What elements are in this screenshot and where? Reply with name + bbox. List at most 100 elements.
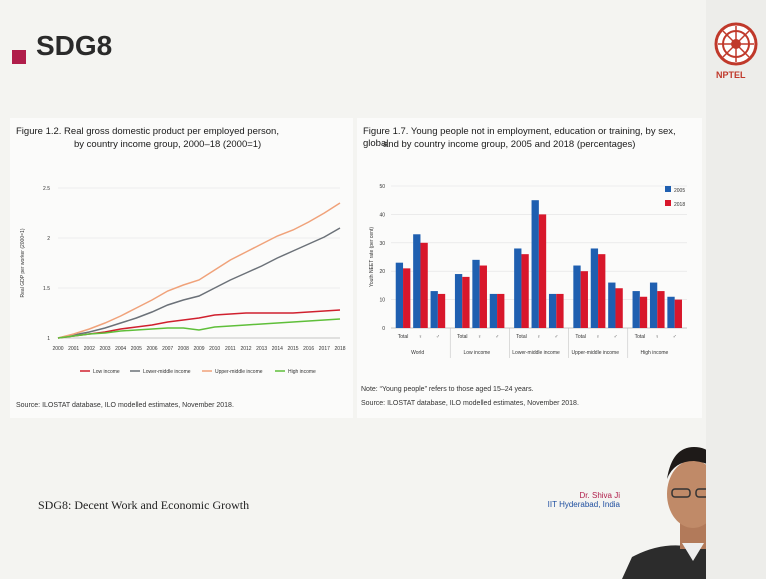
legend-swatch [665, 200, 671, 206]
y-tick-label: 20 [379, 269, 385, 275]
legend-label: High income [288, 369, 316, 375]
lower-middle-income-line [57, 227, 341, 339]
y-tick-label: 40 [379, 212, 385, 218]
x-tick-label: 2018 [334, 346, 345, 352]
x-tick-label: 2015 [287, 346, 298, 352]
bar-2018 [403, 268, 411, 328]
bar-2018 [462, 276, 470, 328]
bar-2018 [437, 293, 446, 328]
y-tick-label: 1 [47, 336, 50, 342]
figure-neet-title-line1: Figure 1.7. Young people not in employme… [363, 126, 676, 149]
figure-neet-title-line2: and by country income group, 2005 and 20… [383, 139, 636, 150]
title-bullet [12, 50, 26, 64]
figure-gdp-panel: Figure 1.2. Real gross domestic product … [10, 118, 353, 418]
x-tick-label: Total [398, 334, 409, 340]
x-tick-label: 2003 [99, 346, 110, 352]
x-tick-label: 2013 [256, 346, 267, 352]
y-axis-label: Real GDP per worker (2000=1) [20, 228, 26, 297]
figure-neet-source: Source: ILOSTAT database, ILO modelled e… [361, 400, 579, 407]
presenter-institute: IIT Hyderabad, India [547, 500, 620, 509]
bar-2018 [556, 293, 564, 328]
bar-2005 [472, 259, 480, 328]
bar-2018 [580, 271, 588, 328]
x-tick-label: 2016 [303, 346, 314, 352]
bar-2005 [632, 291, 640, 328]
bar-2018 [615, 288, 623, 328]
bar-2005 [667, 296, 675, 328]
legend-label: 2005 [674, 188, 685, 194]
x-tick-label: Total [516, 334, 527, 340]
bar-2005 [514, 248, 522, 328]
slide-title: SDG8 [36, 30, 113, 61]
legend-label: Upper-middle income [215, 369, 263, 375]
x-tick-label: 2005 [131, 346, 142, 352]
x-tick-label: ♂ [554, 334, 558, 340]
bar-2005 [531, 200, 539, 328]
x-tick-label: Total [457, 334, 468, 340]
group-label: Low income [463, 350, 490, 356]
upper-middle-income-line [57, 202, 341, 339]
x-tick-label: 2010 [209, 346, 220, 352]
bar-2005 [413, 234, 421, 328]
x-tick-label: 2014 [272, 346, 283, 352]
x-tick-label: ♀ [537, 334, 541, 340]
group-label: Lower-middle income [512, 350, 560, 356]
x-tick-label: 2012 [240, 346, 251, 352]
bar-2018 [521, 254, 529, 328]
bar-2018 [497, 293, 505, 328]
y-tick-label: 2.5 [43, 186, 50, 192]
high-income-line [57, 318, 341, 339]
x-tick-label: ♂ [436, 334, 440, 340]
x-tick-label: 2007 [162, 346, 173, 352]
footer-title: SDG8: Decent Work and Economic Growth [38, 498, 250, 512]
bar-2005 [430, 291, 438, 328]
legend-label: Lower-middle income [143, 369, 191, 375]
nptel-logo-icon [714, 22, 758, 66]
bar-2005 [649, 282, 658, 328]
x-tick-label: Total [635, 334, 646, 340]
group-label: World [411, 350, 424, 356]
y-tick-label: 1.5 [43, 286, 50, 292]
bar-2018 [674, 299, 682, 328]
x-tick-label: Total [575, 334, 586, 340]
bar-2018 [639, 296, 648, 328]
x-tick-label: ♀ [478, 334, 482, 340]
bar-2005 [573, 265, 581, 328]
bar-2018 [538, 214, 547, 328]
group-label: Upper-middle income [571, 350, 619, 356]
legend-label: Low income [93, 369, 120, 375]
legend-label: 2018 [674, 202, 685, 208]
x-tick-label: ♂ [495, 334, 499, 340]
x-tick-label: ♂ [673, 334, 677, 340]
x-tick-label: 2000 [52, 346, 63, 352]
x-tick-label: 2011 [225, 346, 236, 352]
legend-swatch [665, 186, 671, 192]
bar-2018 [598, 254, 606, 328]
x-tick-label: 2008 [178, 346, 189, 352]
bar-2005 [395, 262, 404, 328]
y-tick-label: 2 [47, 236, 50, 242]
nptel-label: NPTEL [716, 70, 746, 80]
y-axis-label: Youth NEET rate (per cent) [369, 227, 375, 287]
low-income-line [57, 309, 341, 339]
y-tick-label: 10 [379, 298, 385, 304]
bar-2005 [590, 248, 599, 328]
x-tick-label: 2001 [68, 346, 79, 352]
sidebar: NPTEL [706, 0, 766, 579]
x-tick-label: 2006 [146, 346, 157, 352]
x-tick-label: ♀ [596, 334, 600, 340]
bar-2018 [479, 265, 487, 328]
x-tick-label: 2009 [193, 346, 204, 352]
x-tick-label: ♂ [614, 334, 618, 340]
y-tick-label: 0 [382, 326, 385, 332]
figure-gdp-title-line2: by country income group, 2000–18 (2000=1… [74, 139, 262, 150]
bar-2005 [489, 293, 498, 328]
group-label: High income [641, 350, 669, 356]
x-tick-label: ♀ [655, 334, 659, 340]
x-tick-label: 2002 [84, 346, 95, 352]
neet-bar-chart: 0 10 20 30 40 50 Youth NEET rate (per cent) Tot… [369, 184, 687, 358]
figure-gdp-title-line1: Figure 1.2. Real gross domestic product … [16, 126, 279, 137]
x-tick-label: 2017 [319, 346, 330, 352]
gdp-line-chart: 1 1.5 2 2.5 2000 2001 2002 2003 2004 2005 2006 2007… [20, 186, 346, 375]
slide: SDG8 Figure 1.2. Real gross domestic pro… [10, 30, 762, 579]
